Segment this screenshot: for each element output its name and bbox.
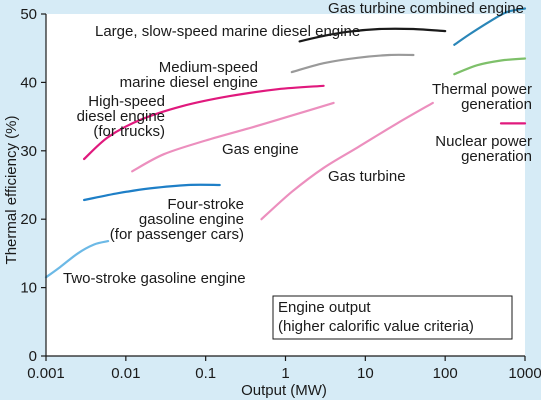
series-label-9: Nuclear power generation <box>435 133 532 165</box>
x-axis-title: Output (MW) <box>241 382 327 399</box>
series-label-3: Gas engine <box>222 141 299 158</box>
y-tick-label: 10 <box>20 280 37 297</box>
y-axis-title: Thermal efficiency (%) <box>3 116 20 265</box>
series-line-0 <box>298 27 447 43</box>
series-label-5: Four-stroke gasoline engine (for passenger… <box>110 196 244 243</box>
y-tick-label: 20 <box>20 211 37 228</box>
y-tick-label: 30 <box>20 143 37 160</box>
series-label-1: Medium-speed marine diesel engine <box>120 59 258 91</box>
series-line-2 <box>83 84 325 161</box>
x-tick-label: 0.01 <box>111 365 140 382</box>
series-label-4: Gas turbine <box>328 168 406 185</box>
legend-box: Engine output (higher calorific value cr… <box>272 295 513 340</box>
series-line-1 <box>290 53 415 74</box>
x-tick-label: 1 <box>281 365 289 382</box>
legend-line-2: (higher calorific value criteria) <box>278 318 474 335</box>
y-tick-label: 50 <box>20 6 37 23</box>
series-label-7: Gas turbine combined engine <box>328 0 524 17</box>
x-tick-label: 0.1 <box>195 365 216 382</box>
y-tick-label: 40 <box>20 74 37 91</box>
legend-line-1: Engine output <box>278 299 371 316</box>
series-labels: Large, slow-speed marine diesel engine Me… <box>63 0 532 287</box>
series-line-5 <box>83 183 221 202</box>
series-line-4 <box>260 101 434 221</box>
y-tick-label: 0 <box>29 348 37 365</box>
series-label-2: High-speed diesel engine (for trucks) <box>77 93 165 140</box>
series-label-8: Thermal power generation <box>432 81 532 113</box>
x-tick-label: 100 <box>433 365 458 382</box>
series-layer <box>44 7 527 279</box>
series-line-7 <box>453 7 527 46</box>
x-tick-label: 1000 <box>508 365 541 382</box>
x-tick-label: 0.001 <box>27 365 65 382</box>
ticks: 0.001 0.01 0.1 1 10 100 1000 0 10 20 30 40 50 <box>20 6 541 382</box>
series-line-3 <box>131 101 335 173</box>
series-label-0: Large, slow-speed marine diesel engine <box>95 23 360 40</box>
legend-frame <box>272 295 513 340</box>
x-tick-label: 10 <box>357 365 374 382</box>
series-line-6 <box>44 240 110 279</box>
series-label-6: Two-stroke gasoline engine <box>63 270 246 287</box>
series-line-8 <box>453 57 527 76</box>
